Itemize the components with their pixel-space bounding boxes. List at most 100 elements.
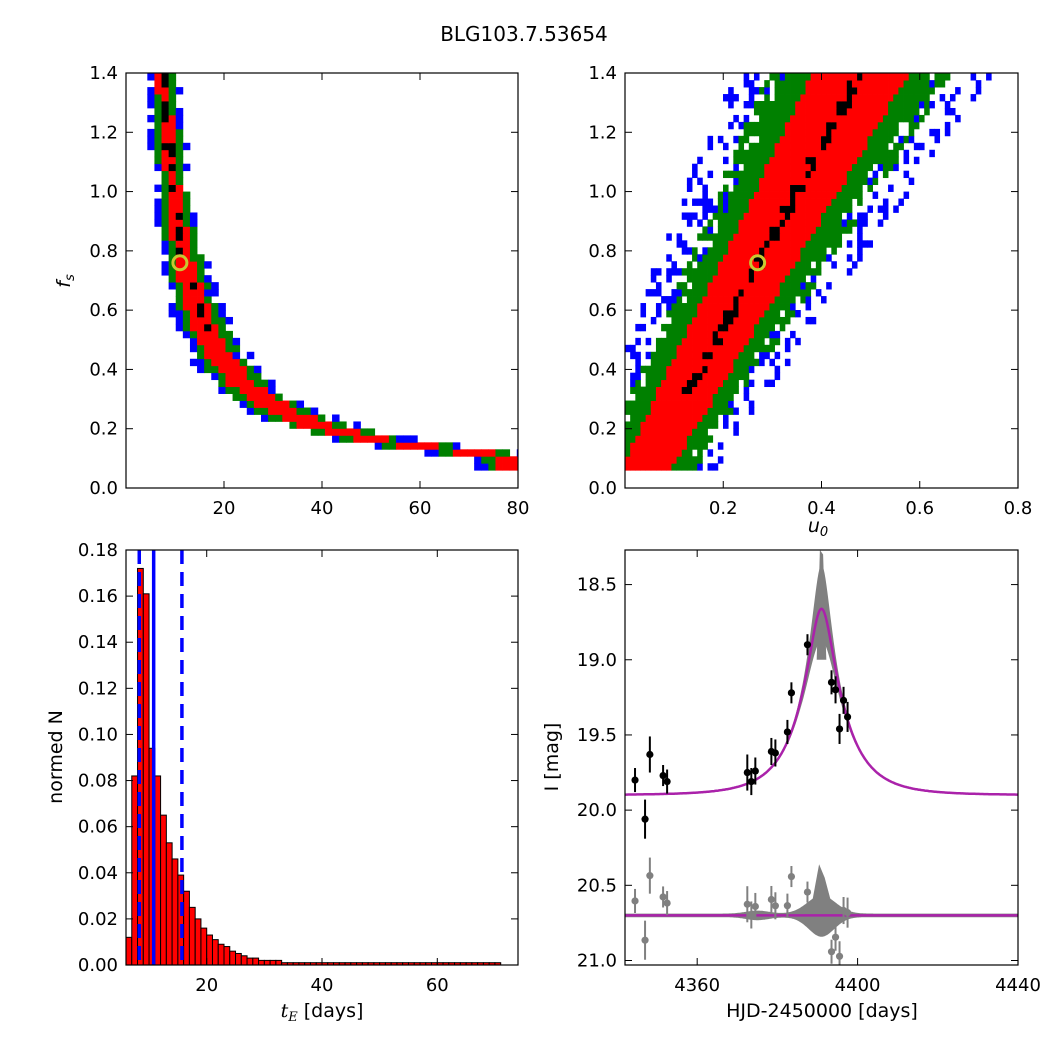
density-cell [707,226,714,234]
density-cell [738,289,745,297]
density-cell [645,414,652,422]
density-cell [795,156,801,165]
density-cell [692,435,698,443]
density-cell [821,107,827,116]
density-cell [738,365,745,374]
density-cell [445,442,454,450]
density-cell [666,358,672,367]
density-cell [697,330,703,339]
density-cell [815,149,822,158]
density-cell [764,247,770,255]
density-cell [225,372,233,381]
density-cell [748,128,755,137]
density-cell [175,275,184,283]
density-cell [738,177,745,186]
density-cell [189,303,198,311]
density-cell [168,198,177,206]
density-cell [877,149,884,158]
density-cell [795,142,801,151]
density-cell [728,268,734,276]
residual-point [767,895,775,904]
density-cell [717,303,724,311]
density-cell [759,114,765,123]
density-cell [650,268,657,276]
density-cell [784,303,791,311]
density-cell [723,275,729,283]
density-cell [784,358,791,367]
density-cell [154,205,162,213]
density-cell [717,275,724,283]
density-cell [913,107,920,116]
density-cell [882,80,889,88]
density-cell [846,184,853,192]
density-cell [707,282,714,290]
density-cell [846,177,853,186]
density-cell [175,212,184,220]
density-cell [661,414,667,422]
density-cell [826,149,832,158]
density-cell [748,407,755,415]
density-cell [867,240,873,248]
density-cell [707,303,714,311]
density-cell [481,449,489,457]
density-cell [779,323,786,332]
density-cell [779,177,786,186]
density-cell [784,94,791,102]
density-cell [697,282,703,290]
residual-point [751,902,759,911]
density-cell [846,87,853,95]
density-cell [723,191,729,199]
density-cell [733,407,739,415]
density-cell [686,330,693,339]
density-cell [676,309,683,318]
density-cell [810,226,817,234]
density-cell [723,400,729,408]
density-cell [779,219,786,227]
density-cell [774,337,781,346]
density-cell [655,463,662,471]
density-cell [723,240,729,248]
density-cell [779,135,786,144]
density-cell [867,177,873,186]
density-cell [239,400,248,408]
density-cell [774,198,781,206]
density-cell [779,191,786,199]
density-cell [836,73,843,81]
density-cell [898,107,904,116]
density-cell [862,135,868,144]
density-cell [908,128,915,137]
density-cell [733,386,739,394]
density-cell [805,240,812,248]
density-cell [846,268,853,276]
density-cell [913,114,920,123]
density-cell [495,463,503,471]
density-cell [851,149,858,158]
density-cell [712,316,719,325]
density-cell [893,73,899,81]
density-cell [831,73,837,81]
density-cell [795,73,801,81]
density-cell [502,463,511,471]
density-cell [645,386,652,394]
density-cell [168,170,177,179]
density-cell [707,296,714,304]
density-cell [784,184,791,192]
density-cell [851,128,858,137]
density-cell [831,261,837,269]
density-cell [826,170,832,179]
density-cell [275,407,283,415]
density-cell [168,205,177,213]
density-cell [826,212,832,220]
density-cell [175,149,184,158]
y-tick-label: 0.10 [78,724,118,745]
density-cell [738,247,745,255]
density-cell [218,344,226,353]
density-cell [189,247,198,255]
density-cell [723,379,729,388]
density-cell [877,163,884,172]
residual-point [803,888,812,896]
density-cell [686,400,693,408]
density-cell [635,449,641,457]
density-cell [707,135,714,144]
